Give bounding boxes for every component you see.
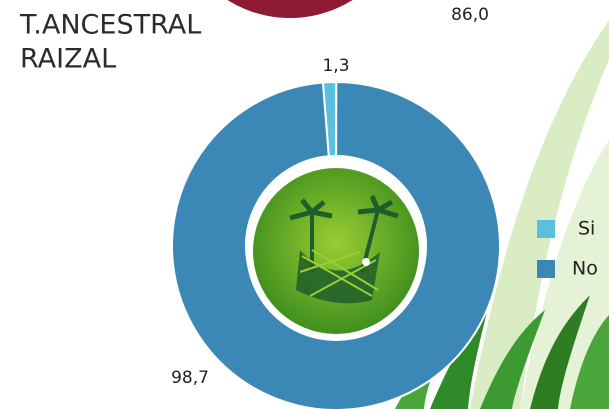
grass-background — [395, 20, 609, 409]
legend-swatch — [537, 260, 555, 278]
top-chart: 86,0 — [227, 0, 489, 25]
legend-label: Si — [578, 218, 595, 240]
title-line: T.ANCESTRAL — [19, 10, 201, 41]
title-line: RAIZAL — [20, 44, 116, 75]
center-icon — [246, 161, 426, 341]
value-label: 1,3 — [322, 56, 349, 76]
legend-swatch — [537, 220, 555, 238]
pie-slice — [227, 0, 353, 18]
value-label: 86,0 — [451, 5, 489, 25]
value-label: 98,7 — [171, 368, 209, 388]
legend-label: No — [572, 258, 598, 280]
